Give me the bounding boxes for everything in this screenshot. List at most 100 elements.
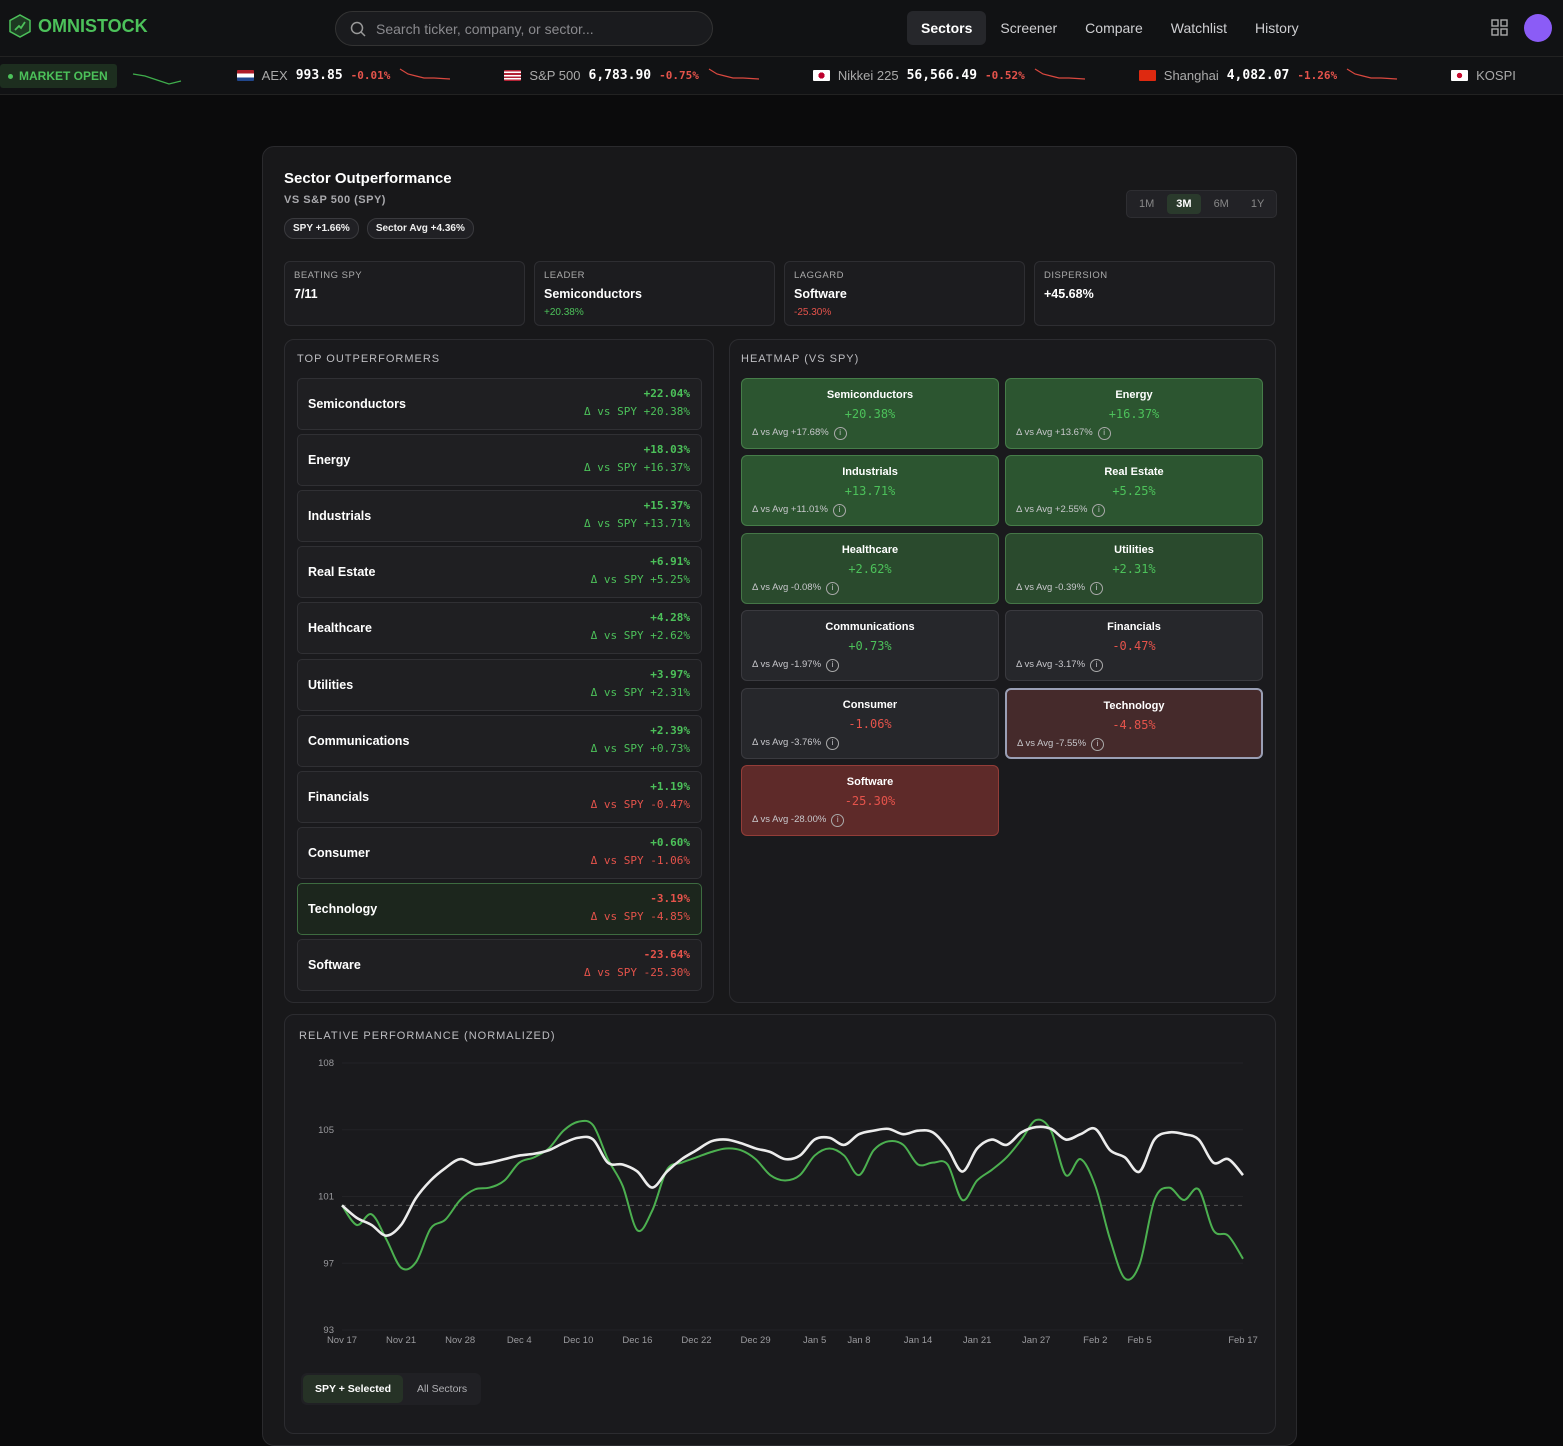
heatmap-cell[interactable]: Healthcare +2.62% Δ vs Avg -0.08% [741, 532, 999, 604]
sector-row[interactable]: Semiconductors +22.04% Δ vs SPY +20.38% [297, 378, 702, 430]
heatmap-cell[interactable]: Real Estate +5.25% Δ vs Avg +2.55% [1005, 455, 1263, 527]
badge: SPY +1.66% [284, 218, 359, 239]
x-tick-label: Dec 29 [741, 1335, 771, 1346]
sparkline [1034, 67, 1085, 80]
sector-row[interactable]: Industrials +15.37% Δ vs SPY +13.71% [297, 490, 702, 543]
x-tick-label: Jan 27 [1022, 1335, 1051, 1346]
chart-tab[interactable]: SPY + Selected [303, 1375, 403, 1403]
flag [812, 70, 830, 81]
sector-row[interactable]: Financials +1.19% Δ vs SPY -0.47% [297, 770, 702, 823]
ticker-price: 4,082.07 [1226, 68, 1290, 83]
cell-value: +20.38% [844, 407, 896, 421]
logo[interactable]: OMNISTOCK [8, 14, 148, 38]
stat-value: Software [794, 287, 847, 301]
cell-avg: Δ vs Avg +13.67% [1016, 427, 1111, 440]
period-selector: 1M 3M 6M 1Y [1126, 190, 1278, 218]
heatmap-cell[interactable]: Technology -4.85% Δ vs Avg -7.55% [1005, 687, 1263, 759]
sector-delta: Δ vs SPY +5.25% [590, 573, 690, 587]
avatar[interactable] [1524, 14, 1552, 42]
nav-link[interactable]: Compare [1085, 20, 1143, 36]
sparkline-path [400, 67, 451, 80]
sector-name: Consumer [308, 845, 370, 860]
heatmap-title: HEATMAP (VS SPY) [741, 353, 860, 365]
sector-delta: Δ vs SPY +0.73% [590, 741, 690, 755]
sector-row[interactable]: Real Estate +6.91% Δ vs SPY +5.25% [297, 546, 702, 599]
sector-return: +0.60% [650, 835, 690, 849]
sector-delta: Δ vs SPY +13.71% [584, 517, 690, 531]
chart-tab[interactable]: All Sectors [416, 1383, 468, 1395]
cell-avg: Δ vs Avg -3.76% [752, 737, 839, 750]
period-button[interactable]: 3M [1167, 194, 1201, 214]
heatmap-cell[interactable]: Consumer -1.06% Δ vs Avg -3.76% [741, 687, 999, 759]
x-tick-label: Feb 5 [1127, 1335, 1151, 1346]
stat-label: LAGGARD [794, 270, 844, 281]
logo-icon [9, 14, 31, 38]
ticker-price: 993.85 [295, 68, 343, 83]
ticker-item[interactable]: Nikkei 225 56,566.49 -0.52% [812, 66, 1087, 86]
chart: 93 97 101 105 108 Nov 17 Nov 21 Nov 28 Dec 4 Dec … [318, 1058, 1258, 1346]
sector-return: +1.19% [650, 779, 690, 793]
stat-value: +45.68% [1044, 287, 1094, 301]
sector-delta: Δ vs SPY -25.30% [584, 966, 690, 979]
sector-return: +6.91% [650, 555, 690, 569]
heatmap-cell[interactable]: Financials -0.47% Δ vs Avg -3.17% [1005, 610, 1263, 682]
search-placeholder: Search ticker, company, or sector... [376, 20, 594, 37]
cell-avg: Δ vs Avg +17.68% [752, 427, 847, 440]
sector-delta: Δ vs SPY +20.38% [584, 405, 690, 418]
market-status: MARKET OPEN [0, 63, 117, 88]
heatmap-cell[interactable]: Industrials +13.71% Δ vs Avg +11.01% [741, 455, 999, 527]
y-tick-label: 97 [323, 1258, 334, 1269]
cell-name: Utilities [1114, 543, 1154, 556]
period-button[interactable]: 1M [1139, 198, 1155, 210]
x-tick-label: Jan 8 [847, 1335, 870, 1346]
heatmap-cell[interactable]: Utilities +2.31% Δ vs Avg -0.39% [1005, 532, 1263, 604]
stat-value: 7/11 [294, 287, 318, 301]
sector-name: Utilities [308, 677, 354, 692]
sparkline [1346, 67, 1398, 80]
nav-link[interactable]: Screener [1000, 20, 1058, 36]
nav-link[interactable]: Sectors [907, 11, 987, 45]
search-box[interactable]: Search ticker, company, or sector... [335, 11, 713, 46]
heatmap-cell[interactable]: Semiconductors +20.38% Δ vs Avg +17.68% [741, 378, 999, 449]
y-tick-label: 93 [323, 1325, 334, 1336]
heatmap-cell[interactable]: Software -25.30% Δ vs Avg -28.00% [741, 765, 999, 836]
sector-name: Industrials [308, 509, 372, 524]
sector-row[interactable]: Energy +18.03% Δ vs SPY +16.37% [297, 434, 702, 487]
grid-icon[interactable] [1491, 19, 1508, 36]
cell-name: Technology [1103, 699, 1165, 712]
ticker-bar: MARKET OPEN AEX 993.85 -0.01% S&P 500 6,783.… [0, 57, 1563, 95]
flag [1138, 70, 1156, 81]
sector-row[interactable]: Software -23.64% Δ vs SPY -25.30% [297, 939, 702, 991]
stat-label: BEATING SPY [294, 270, 363, 281]
cell-avg: Δ vs Avg -1.97% [752, 659, 839, 672]
stat-label: DISPERSION [1044, 270, 1108, 281]
sector-row[interactable]: Communications +2.39% Δ vs SPY +0.73% [297, 714, 702, 767]
ticker-item[interactable]: KOSPI [1451, 68, 1516, 83]
sector-delta: Δ vs SPY +16.37% [584, 461, 690, 475]
cell-avg: Δ vs Avg -28.00% [752, 814, 844, 827]
x-tick-label: Dec 16 [622, 1335, 652, 1346]
ticker-item[interactable]: AEX 993.85 -0.01% [236, 66, 453, 86]
flag [236, 70, 254, 81]
y-tick-label: 101 [318, 1192, 334, 1203]
ticker-name: Shanghai [1163, 68, 1219, 83]
sector-name: Technology [308, 901, 378, 916]
nav-link[interactable]: Watchlist [1170, 20, 1228, 36]
ticker-item[interactable]: S&P 500 6,783.90 -0.75% [504, 66, 760, 86]
nav-link[interactable]: History [1255, 20, 1299, 36]
cell-avg: Δ vs Avg -0.08% [752, 582, 839, 595]
sector-row[interactable]: Healthcare +4.28% Δ vs SPY +2.62% [297, 602, 702, 655]
period-button[interactable]: 6M [1213, 198, 1229, 210]
ticker-item[interactable]: Shanghai 4,082.07 -1.26% [1138, 66, 1399, 86]
heatmap-cell[interactable]: Communications +0.73% Δ vs Avg -1.97% [741, 610, 999, 682]
period-button[interactable]: 1Y [1250, 198, 1265, 210]
x-tick-label: Jan 21 [963, 1335, 992, 1346]
sector-row[interactable]: Consumer +0.60% Δ vs SPY -1.06% [297, 826, 702, 879]
heatmap-cell[interactable]: Energy +16.37% Δ vs Avg +13.67% [1005, 378, 1263, 449]
sparkline [400, 67, 451, 80]
sector-row[interactable]: Technology -3.19% Δ vs SPY -4.85% [297, 882, 702, 935]
sector-row[interactable]: Utilities +3.97% Δ vs SPY +2.31% [297, 658, 702, 711]
sector-name: Communications [308, 733, 410, 748]
sector-name: Financials [308, 789, 370, 804]
sector-return: +15.37% [643, 499, 690, 513]
